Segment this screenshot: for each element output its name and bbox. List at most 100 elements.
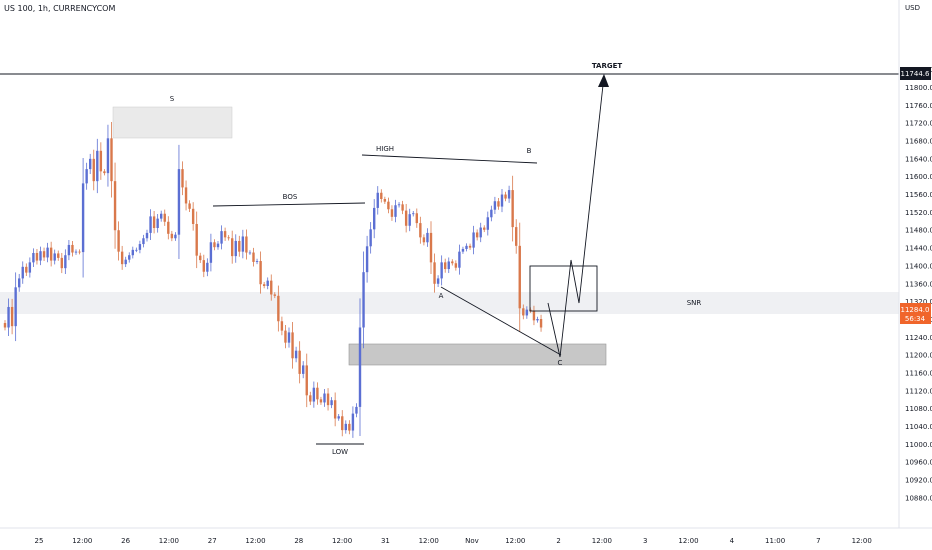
candle-body	[89, 158, 92, 170]
candle-body	[483, 227, 486, 230]
price-tick-label: 11440.0	[905, 245, 932, 253]
candle-body	[46, 247, 49, 258]
candle-body	[394, 205, 397, 217]
high-b-trendline	[361, 154, 538, 164]
candle-body	[42, 251, 46, 258]
candle-body	[131, 249, 134, 256]
candle-body	[419, 223, 422, 238]
candle-body	[383, 199, 387, 202]
candle-body	[106, 138, 110, 174]
candle-body	[444, 262, 447, 270]
candle-body	[184, 187, 188, 204]
label-c: C	[558, 359, 563, 367]
candle-body	[167, 221, 170, 234]
candle-body	[422, 237, 426, 243]
time-tick-label: 12:00	[678, 537, 698, 545]
candle-body	[206, 262, 209, 272]
price-tick-label: 11040.0	[905, 423, 932, 431]
candle-body	[507, 190, 511, 199]
snr-zone	[0, 292, 899, 314]
candle-body	[440, 262, 443, 279]
candle-body	[408, 214, 411, 226]
currency-label: USD	[905, 4, 920, 12]
candle-body	[404, 210, 408, 226]
candle-body	[351, 413, 355, 431]
candle-body	[355, 406, 358, 414]
candle-body	[515, 227, 518, 246]
candle-body	[358, 327, 362, 407]
candle-body	[493, 201, 497, 210]
candle-body	[373, 207, 376, 230]
candle-body	[110, 138, 113, 182]
time-tick-label: 12:00	[245, 537, 265, 545]
candle-body	[262, 284, 266, 286]
price-tick-label: 11240.0	[905, 334, 932, 342]
time-axis[interactable]: 25 12:00 26 12:00 27 12:00 28 12:00 31 12:00 Nov 12…	[0, 527, 932, 545]
candle-body	[49, 247, 53, 261]
time-tick-label: 27	[208, 537, 217, 545]
candle-body	[234, 240, 237, 257]
candle-body	[160, 213, 163, 219]
candle-body	[536, 319, 539, 321]
candle-body	[525, 309, 529, 316]
candle-body	[479, 227, 482, 238]
candle-body	[266, 280, 269, 286]
candle-body	[99, 150, 103, 172]
candle-body	[103, 171, 106, 174]
candle-body	[326, 393, 330, 406]
time-tick-label: 28	[294, 537, 303, 545]
candle-body	[365, 246, 369, 273]
candle-body	[344, 423, 347, 431]
candle-body	[330, 400, 333, 406]
candle-body	[380, 192, 383, 199]
price-tick-label: 11720.0	[905, 120, 932, 128]
candle-body	[138, 244, 142, 250]
candle-body	[298, 350, 301, 374]
price-tick-label: 11080.0	[905, 405, 932, 413]
candle-body	[436, 278, 440, 284]
candle-body	[309, 395, 312, 402]
candle-body	[390, 209, 394, 217]
candle-body	[209, 242, 213, 263]
candle-body	[71, 244, 74, 253]
candle-body	[259, 261, 262, 285]
candle-body	[323, 393, 326, 403]
label-low: LOW	[332, 448, 348, 456]
price-tick-label: 11000.0	[905, 441, 932, 449]
candle-body	[511, 190, 514, 228]
candle-body	[199, 255, 202, 261]
candle-body	[415, 213, 418, 224]
candle-body	[412, 213, 415, 215]
candle-body	[32, 252, 35, 263]
label-s: S	[170, 95, 175, 103]
price-tick-label: 11200.0	[905, 352, 932, 360]
candle-body	[191, 208, 195, 224]
candle-body	[497, 201, 500, 207]
candle-body	[177, 169, 181, 235]
candle-body	[348, 423, 351, 431]
price-tick-label: 11800.0	[905, 84, 932, 92]
candle-body	[504, 194, 507, 199]
candle-body	[35, 252, 39, 261]
time-tick-label: 7	[816, 537, 820, 545]
candle-body	[458, 251, 461, 268]
label-bos: BOS	[283, 193, 298, 201]
label-a: A	[439, 292, 444, 300]
candle-body	[401, 204, 404, 211]
label-b: B	[527, 147, 532, 155]
candle-body	[195, 223, 198, 256]
candle-body	[433, 262, 436, 284]
candle-body	[149, 216, 152, 233]
candle-body	[81, 183, 85, 253]
current-price-tag	[900, 303, 931, 324]
candle-body	[163, 213, 166, 222]
candle-body	[145, 232, 149, 239]
countdown-text: 56:34	[905, 315, 926, 323]
candle-body	[454, 263, 458, 268]
candle-body	[245, 236, 248, 253]
price-axis[interactable]: 11840.011800.011760.011720.011680.011640…	[898, 0, 932, 528]
candle-body	[532, 310, 536, 321]
candle-body	[468, 245, 472, 248]
